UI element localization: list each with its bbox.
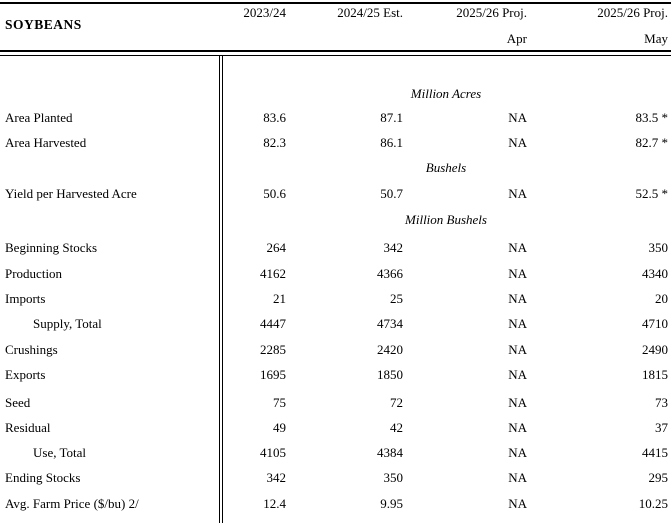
- cell-value: 4734: [377, 316, 403, 331]
- row-label: Residual: [5, 420, 51, 435]
- cell-value: 25: [390, 291, 403, 306]
- table-title: SOYBEANS: [5, 17, 82, 32]
- cell-value: 350: [648, 240, 669, 255]
- cell-value: NA: [508, 420, 527, 435]
- cell-value: 1815: [642, 367, 668, 382]
- column-header-2025-26-proj-apr: 2025/26 Proj.: [456, 5, 527, 20]
- cell-value: 4447: [260, 316, 286, 331]
- cell-value: NA: [508, 496, 527, 511]
- column-header-2025-26-proj-may: 2025/26 Proj.: [597, 5, 668, 20]
- cell-value: 10.25: [638, 496, 668, 511]
- cell-value: 4340: [642, 266, 668, 281]
- cell-value: 2420: [377, 342, 403, 357]
- cell-value: 2490: [642, 342, 668, 357]
- cell-value: 1850: [377, 367, 403, 382]
- row-label: Production: [5, 266, 63, 281]
- cell-value: NA: [508, 186, 527, 201]
- row-label: Exports: [5, 367, 46, 382]
- cell-value: 82.3: [263, 135, 286, 150]
- cell-value: 350: [383, 470, 404, 485]
- row-label: Imports: [5, 291, 46, 306]
- row-label: Seed: [5, 395, 31, 410]
- cell-value: 4710: [642, 316, 668, 331]
- cell-value: 4105: [260, 445, 286, 460]
- cell-value: 82.7 *: [635, 135, 669, 150]
- cell-value: 86.1: [380, 135, 403, 150]
- cell-value: 50.6: [263, 186, 286, 201]
- cell-value: NA: [508, 342, 527, 357]
- cell-value: 12.4: [263, 496, 286, 511]
- cell-value: 87.1: [380, 110, 403, 125]
- row-label: Supply, Total: [33, 316, 102, 331]
- cell-value: 52.5 *: [635, 186, 669, 201]
- cell-value: NA: [508, 240, 527, 255]
- cell-value: 73: [655, 395, 668, 410]
- top-border-rule: [0, 2, 671, 4]
- header-separator-rule: [0, 50, 671, 56]
- cell-value: 4366: [377, 266, 403, 281]
- units-section-heading: Million Bushels: [405, 212, 487, 227]
- column-header-2024-25-est: 2024/25 Est.: [337, 5, 403, 20]
- subheader-apr: Apr: [506, 31, 527, 46]
- row-label: Avg. Farm Price ($/bu) 2/: [5, 496, 139, 511]
- cell-value: NA: [508, 316, 527, 331]
- cell-value: 21: [273, 291, 286, 306]
- cell-value: 20: [655, 291, 668, 306]
- cell-value: NA: [508, 367, 527, 382]
- cell-value: 50.7: [380, 186, 403, 201]
- cell-value: 4384: [377, 445, 403, 460]
- units-section-heading: Bushels: [425, 160, 467, 175]
- row-label: Use, Total: [33, 445, 87, 460]
- cell-value: 342: [383, 240, 404, 255]
- cell-value: 4415: [642, 445, 668, 460]
- cell-value: 72: [390, 395, 403, 410]
- cell-value: 83.6: [263, 110, 286, 125]
- row-label: Ending Stocks: [5, 470, 81, 485]
- cell-value: 264: [266, 240, 287, 255]
- cell-value: NA: [508, 291, 527, 306]
- cell-value: 75: [273, 395, 286, 410]
- cell-value: 42: [390, 420, 403, 435]
- cell-value: 2285: [260, 342, 286, 357]
- cell-value: 9.95: [380, 496, 403, 511]
- cell-value: NA: [508, 470, 527, 485]
- row-label: Area Harvested: [5, 135, 87, 150]
- cell-value: NA: [508, 395, 527, 410]
- cell-value: 37: [655, 420, 668, 435]
- column-divider-rule: [219, 55, 223, 523]
- row-label: Crushings: [5, 342, 58, 357]
- cell-value: 1695: [260, 367, 286, 382]
- cell-value: 4162: [260, 266, 286, 281]
- row-label: Yield per Harvested Acre: [5, 186, 137, 201]
- row-label: Area Planted: [5, 110, 73, 125]
- cell-value: NA: [508, 445, 527, 460]
- subheader-may: May: [644, 31, 668, 46]
- units-section-heading: Million Acres: [410, 86, 482, 101]
- column-header-2023-24: 2023/24: [243, 5, 286, 20]
- cell-value: NA: [508, 135, 527, 150]
- cell-value: 83.5 *: [635, 110, 669, 125]
- cell-value: 342: [266, 470, 287, 485]
- cell-value: NA: [508, 266, 527, 281]
- cell-value: NA: [508, 110, 527, 125]
- cell-value: 49: [273, 420, 286, 435]
- row-label: Beginning Stocks: [5, 240, 98, 255]
- cell-value: 295: [648, 470, 669, 485]
